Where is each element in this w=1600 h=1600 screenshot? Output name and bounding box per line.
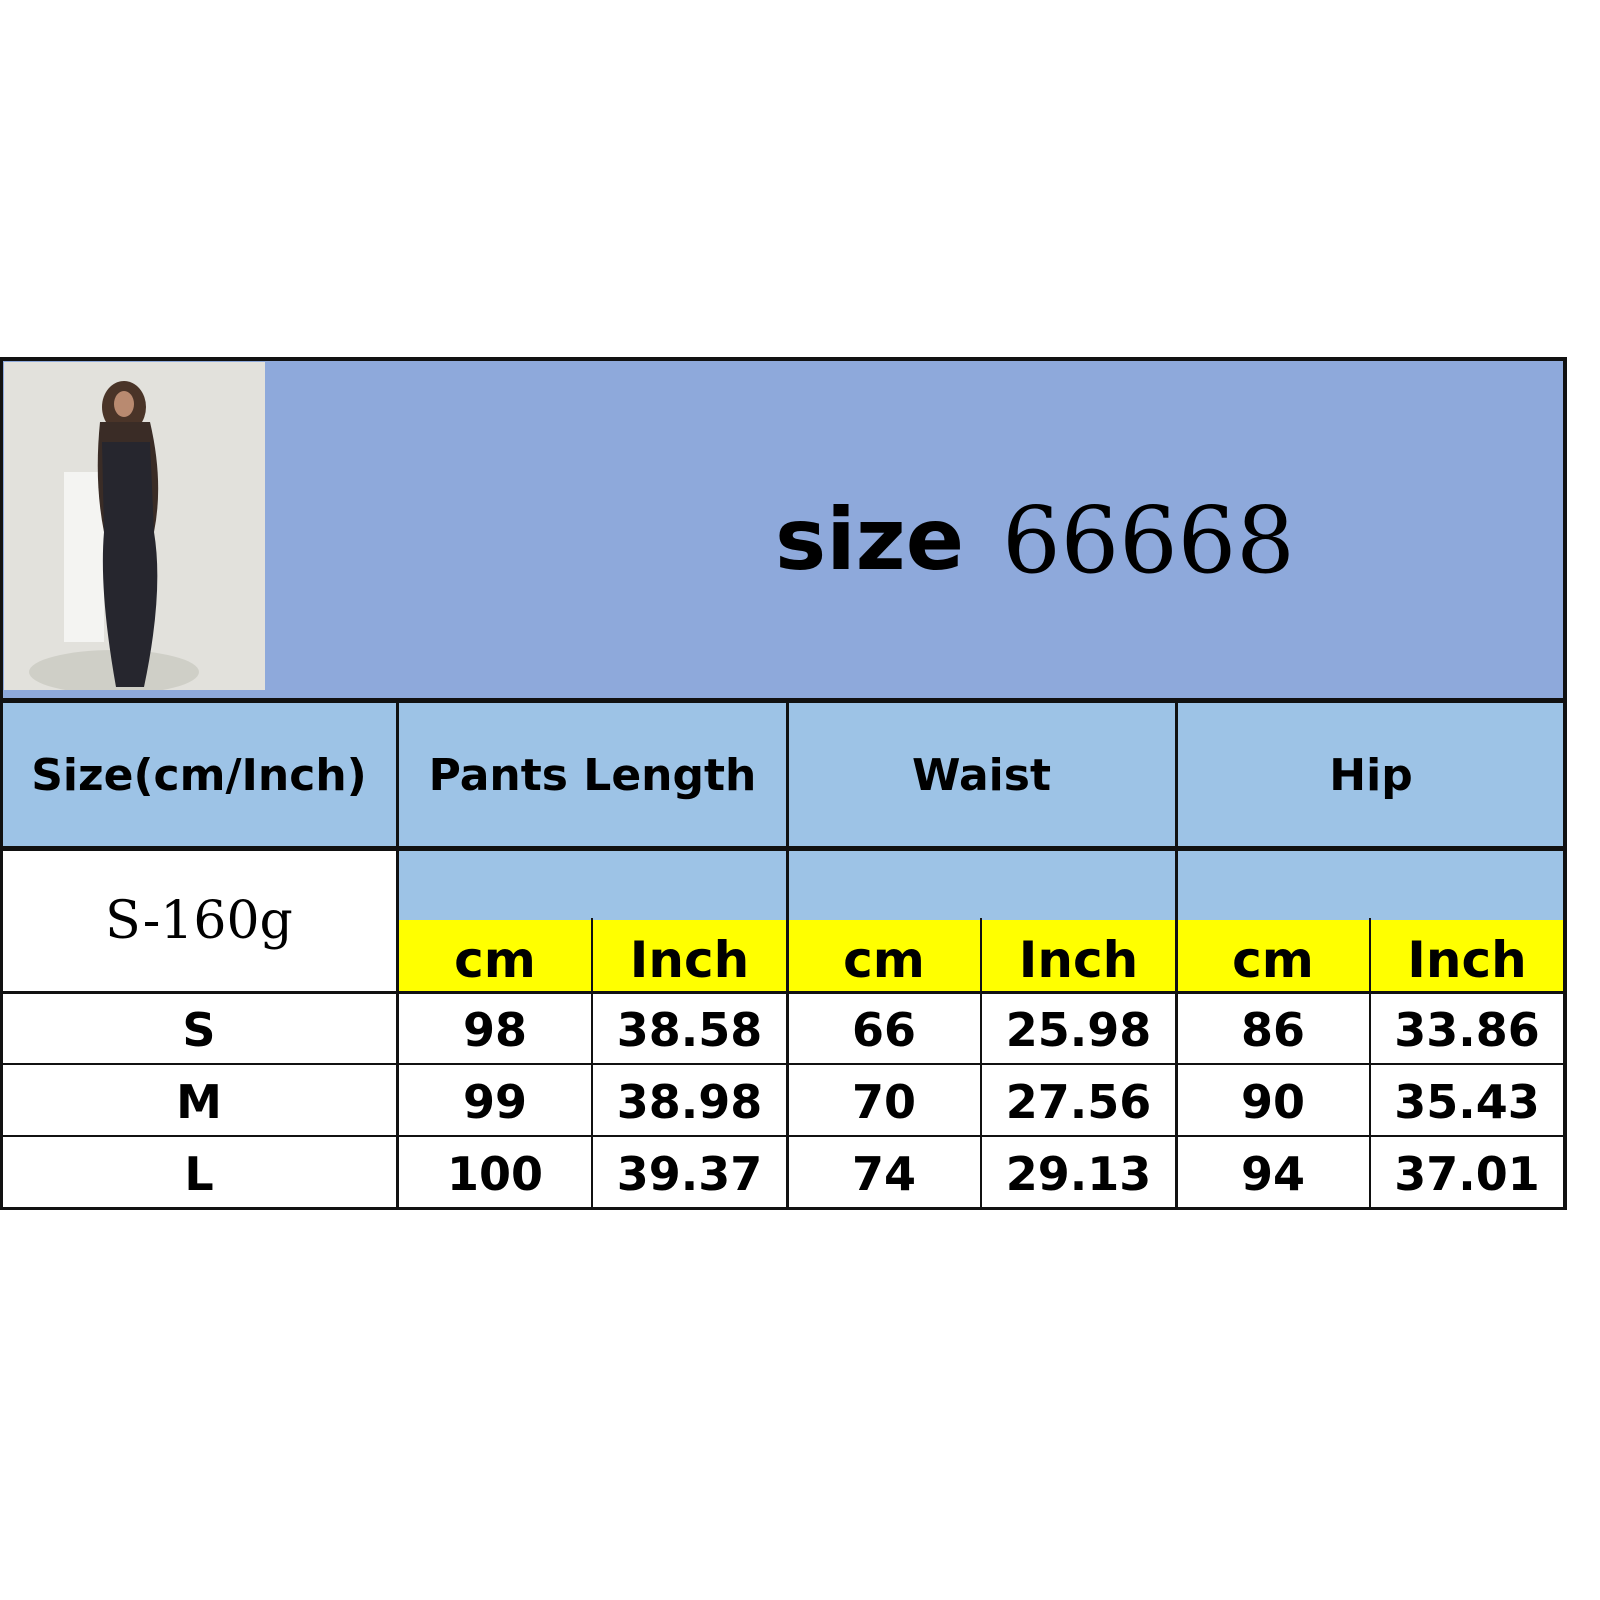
unit-inch: Inch: [1407, 931, 1527, 989]
subheader-band: [398, 850, 1566, 920]
table-border: [0, 1063, 1567, 1065]
table-cell: 74: [851, 1147, 916, 1201]
table-border: [0, 698, 1567, 703]
table-cell: 35.43: [1394, 1075, 1540, 1129]
title-prefix: size: [775, 490, 965, 590]
table-cell: 100: [446, 1147, 544, 1201]
table-border: [591, 918, 593, 1210]
table-cell: 94: [1240, 1147, 1305, 1201]
row-size-label: L: [184, 1147, 214, 1201]
table-border: [0, 846, 1567, 851]
unit-cm: cm: [843, 931, 925, 989]
table-cell: 90: [1240, 1075, 1305, 1129]
header-size: Size(cm/Inch): [31, 749, 367, 801]
table-border: [980, 918, 982, 1210]
row-size-label: M: [176, 1075, 222, 1129]
table-border: [396, 702, 399, 1210]
unit-inch: Inch: [629, 931, 750, 989]
header-waist: Waist: [912, 749, 1051, 801]
table-cell: 25.98: [1005, 1003, 1152, 1057]
page-title: size 66668: [775, 480, 1295, 600]
table-border: [1369, 918, 1371, 1210]
table-cell: 38.58: [616, 1003, 763, 1057]
table-border: [0, 357, 1567, 361]
unit-inch: Inch: [1018, 931, 1139, 989]
title-code: 66668: [1002, 486, 1295, 594]
table-cell: 98: [462, 1003, 527, 1057]
table-border: [0, 991, 1567, 994]
table-cell: 29.13: [1005, 1147, 1152, 1201]
unit-cm: cm: [1232, 931, 1314, 989]
table-border: [1175, 702, 1178, 1210]
table-cell: 70: [851, 1075, 916, 1129]
table-cell: 39.37: [616, 1147, 763, 1201]
table-border: [0, 357, 3, 1210]
table-border: [786, 702, 789, 1210]
table-cell: 27.56: [1005, 1075, 1152, 1129]
table-border: [0, 1135, 1567, 1137]
table-cell: 86: [1240, 1003, 1305, 1057]
table-cell: 33.86: [1394, 1003, 1540, 1057]
header-hip: Hip: [1329, 749, 1413, 801]
weight-label: S-160g: [0, 850, 398, 992]
header-row: [0, 702, 1566, 848]
table-border: [0, 1207, 1567, 1210]
table-cell: 37.01: [1394, 1147, 1540, 1201]
header-pants-length: Pants Length: [428, 749, 757, 801]
table-border: [1563, 357, 1567, 1210]
table-cell: 38.98: [616, 1075, 763, 1129]
table-cell: 99: [462, 1075, 527, 1129]
table-cell: 66: [851, 1003, 916, 1057]
product-photo: [4, 362, 265, 690]
row-size-label: S: [182, 1003, 216, 1057]
unit-cm: cm: [454, 931, 536, 989]
